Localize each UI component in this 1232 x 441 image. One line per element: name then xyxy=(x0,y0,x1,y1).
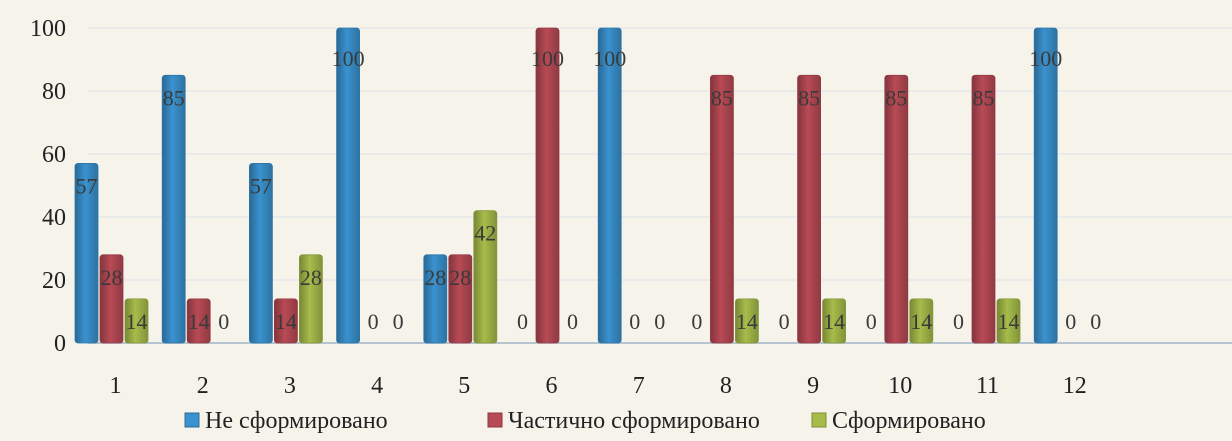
data-label: 0 xyxy=(629,309,640,334)
bar-не-сформировано xyxy=(1033,27,1058,344)
data-label: 42 xyxy=(474,221,496,246)
bar-частично-сформировано xyxy=(273,298,298,344)
legend-swatch xyxy=(487,412,503,428)
x-tick-label: 8 xyxy=(720,373,732,399)
bar-сформировано xyxy=(735,298,759,344)
bar-не-сформировано xyxy=(161,74,186,344)
bar-сформировано xyxy=(822,298,846,344)
y-tick-label: 60 xyxy=(42,142,66,168)
data-label: 14 xyxy=(188,309,210,334)
bar-не-сформировано xyxy=(248,163,273,344)
data-label: 100 xyxy=(1029,46,1062,71)
data-label: 28 xyxy=(424,265,446,290)
bar-не-сформировано xyxy=(597,27,622,344)
y-tick-label: 40 xyxy=(42,205,66,231)
data-label: 14 xyxy=(998,309,1020,334)
x-tick-label: 6 xyxy=(546,373,558,399)
data-label: 0 xyxy=(953,309,964,334)
data-label: 28 xyxy=(449,265,471,290)
bar-сформировано xyxy=(473,210,498,344)
data-label: 0 xyxy=(691,309,702,334)
data-label: 100 xyxy=(531,46,564,71)
data-label: 28 xyxy=(101,265,123,290)
y-tick-label: 0 xyxy=(54,331,66,357)
data-label: 14 xyxy=(275,309,297,334)
data-label: 0 xyxy=(654,309,665,334)
x-tick-label: 7 xyxy=(633,373,645,399)
x-tick-label: 5 xyxy=(458,373,470,399)
bar-частично-сформировано xyxy=(99,254,124,344)
bar-частично-сформировано xyxy=(448,254,473,344)
data-label: 0 xyxy=(368,309,379,334)
bar-частично-сформировано xyxy=(884,74,909,344)
data-label: 28 xyxy=(300,265,322,290)
data-label: 57 xyxy=(250,173,272,198)
y-tick-label: 80 xyxy=(42,79,66,105)
bar-не-сформировано xyxy=(336,27,361,344)
bar-сформировано xyxy=(124,298,149,344)
data-label: 0 xyxy=(779,309,790,334)
y-tick-label: 100 xyxy=(30,16,66,42)
data-label: 57 xyxy=(76,173,98,198)
data-label: 14 xyxy=(823,309,845,334)
data-label: 0 xyxy=(393,309,404,334)
data-label: 85 xyxy=(711,85,733,110)
bar-сформировано xyxy=(909,298,934,344)
data-label: 0 xyxy=(866,309,877,334)
bar-частично-сформировано xyxy=(535,27,560,344)
data-label: 0 xyxy=(517,309,528,334)
bar-частично-сформировано xyxy=(797,74,821,344)
data-label: 100 xyxy=(332,46,365,71)
data-label: 14 xyxy=(126,309,148,334)
bar-частично-сформировано xyxy=(186,298,211,344)
legend-label: Сформировано xyxy=(832,408,986,434)
y-tick-label: 20 xyxy=(42,268,66,294)
bar-сформировано xyxy=(298,254,323,344)
data-label: 0 xyxy=(567,309,578,334)
x-tick-label: 10 xyxy=(888,373,912,399)
x-tick-label: 11 xyxy=(976,373,999,399)
data-label: 0 xyxy=(1065,309,1076,334)
data-label: 85 xyxy=(163,85,185,110)
data-label: 0 xyxy=(1090,309,1101,334)
bar-не-сформировано xyxy=(423,254,448,344)
legend-swatch xyxy=(184,412,200,428)
bar-не-сформировано xyxy=(74,163,99,344)
legend-swatch xyxy=(811,412,827,428)
legend-label: Не сформировано xyxy=(205,408,388,434)
data-label: 85 xyxy=(885,85,907,110)
data-label: 0 xyxy=(218,309,229,334)
legend-label: Частично сформировано xyxy=(508,408,760,434)
bar-частично-сформировано xyxy=(710,74,734,344)
x-tick-label: 12 xyxy=(1063,373,1087,399)
x-tick-label: 4 xyxy=(371,373,383,399)
data-label: 85 xyxy=(798,85,820,110)
x-tick-label: 1 xyxy=(110,373,122,399)
x-tick-label: 9 xyxy=(807,373,819,399)
x-tick-label: 2 xyxy=(197,373,209,399)
data-label: 100 xyxy=(593,46,626,71)
bar-сформировано xyxy=(996,298,1021,344)
data-label: 85 xyxy=(973,85,995,110)
data-label: 14 xyxy=(910,309,932,334)
x-tick-label: 3 xyxy=(284,373,296,399)
bar-частично-сформировано xyxy=(971,74,996,344)
data-label: 14 xyxy=(736,309,758,334)
